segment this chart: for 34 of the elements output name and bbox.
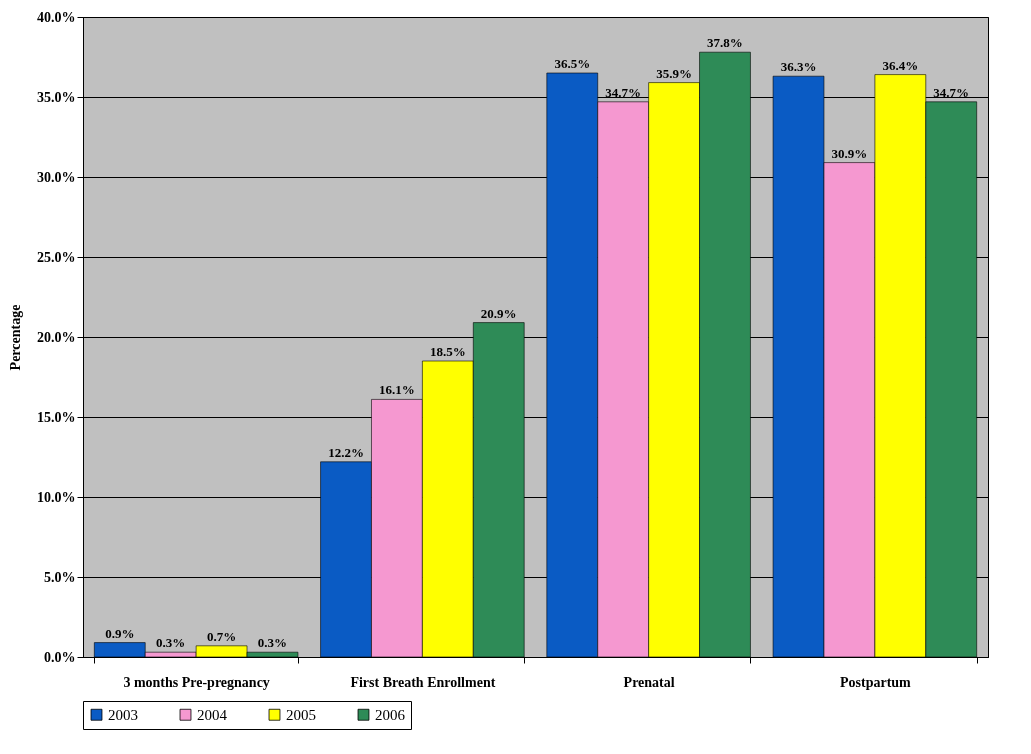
data-label: 36.5% [554,56,591,71]
data-label: 20.9% [480,305,517,321]
legend-label: 2003 [108,706,138,723]
y-tick-label: 40.0% [37,9,76,25]
data-label: 0.3% [156,635,186,651]
y-tick-label: 0.0% [44,649,76,665]
y-tick-label: 15.0% [37,409,76,425]
legend-label: 2004 [197,706,228,723]
legend-label: 2005 [286,706,316,723]
data-label: 35.9% [656,65,692,81]
data-label: 16.1% [379,382,415,398]
y-tick-label: 35.0% [37,89,76,105]
y-tick-label: 10.0% [37,489,76,505]
data-label: 37.8% [707,35,743,51]
data-label: 0.3% [257,635,288,651]
y-tick-label: 5.0% [44,569,76,585]
data-label: 0.7% [206,628,237,644]
x-tick-label: 3 months Pre-pregnancy [123,674,270,690]
data-label: 0.9% [105,625,135,641]
data-label: 34.7% [933,84,970,100]
legend-label: 2006 [375,706,406,723]
y-axis-title: Percentage [8,304,23,371]
x-tick-label: First Breath Enrollment [350,674,496,690]
x-tick-label: Postpartum [839,674,912,690]
data-label: 18.5% [429,344,466,359]
x-tick-label: Prenatal [623,674,675,690]
data-label: 12.2% [328,444,364,460]
y-tick-label: 30.0% [37,169,76,185]
y-tick-label: 20.0% [37,329,76,345]
data-label: 36.3% [780,59,817,75]
data-label: 30.9% [831,145,868,161]
data-label: 36.4% [882,57,919,73]
data-label: 34.7% [605,84,642,100]
y-tick-label: 25.0% [37,249,76,265]
